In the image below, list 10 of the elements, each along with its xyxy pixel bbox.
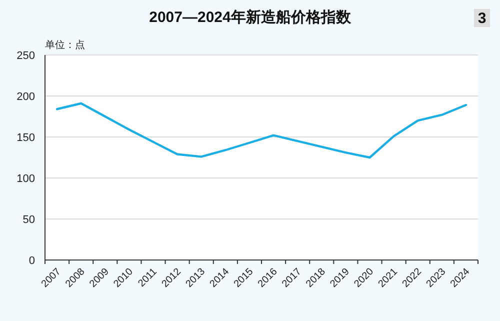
text: 3 <box>478 10 486 27</box>
y-tick-label: 200 <box>16 91 35 103</box>
y-tick-label: 150 <box>16 132 35 144</box>
y-axis-title: 单位：点 <box>45 39 85 51</box>
y-tick-label: 250 <box>16 50 35 62</box>
y-tick-label: 100 <box>16 173 35 185</box>
line-series <box>56 102 468 159</box>
y-tick-label: 50 <box>22 214 35 226</box>
y-tick-label: 0 <box>28 255 35 267</box>
chart-title: 2007—2024年新造船价格指数 <box>149 8 352 26</box>
